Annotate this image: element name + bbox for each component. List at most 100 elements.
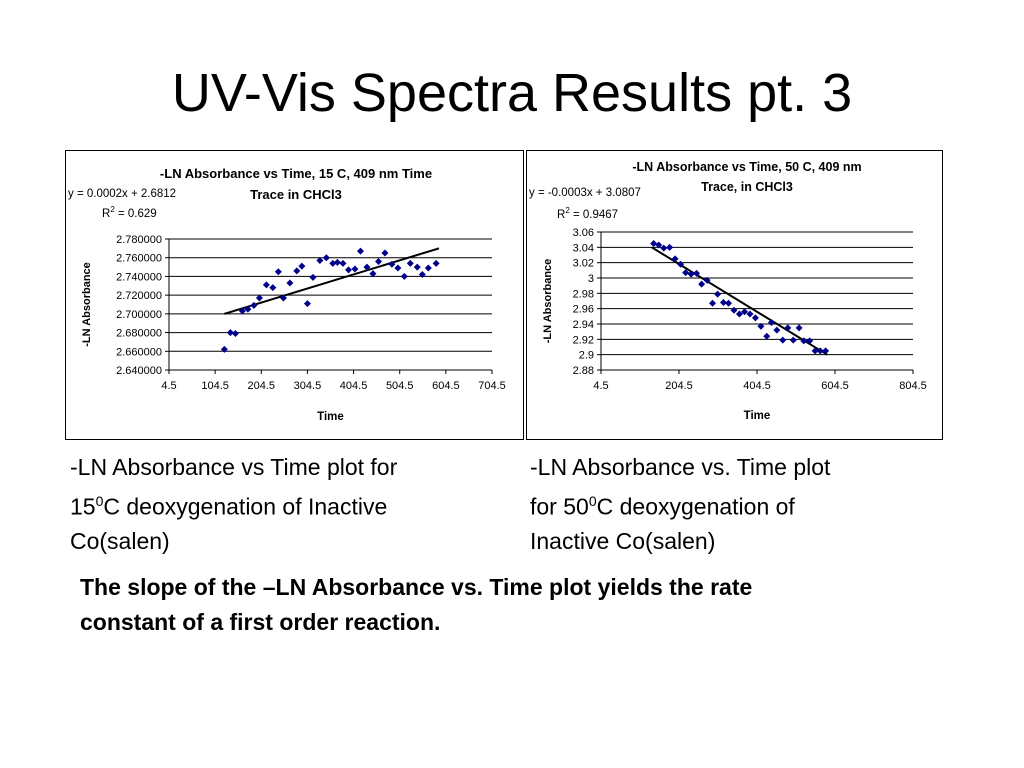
x-tick-label: 604.5 <box>821 380 849 392</box>
data-point <box>650 240 658 247</box>
data-point <box>374 257 382 265</box>
data-point <box>757 322 765 330</box>
data-point <box>322 254 330 262</box>
x-tick-label: 204.5 <box>665 380 693 392</box>
data-point <box>351 265 359 273</box>
x-tick-label: 204.5 <box>248 380 276 392</box>
r2-label: R <box>102 207 111 220</box>
chart-title-line1: -LN Absorbance vs Time, 15 C, 409 nm Tim… <box>159 166 433 181</box>
y-tick-label: 3.04 <box>573 242 594 254</box>
caption-line2: 150C deoxygenation of Inactive <box>70 484 510 524</box>
x-axis-label: Time <box>744 410 771 422</box>
x-tick-label: 704.5 <box>478 380 506 392</box>
y-tick-label: 2.680000 <box>116 328 162 340</box>
data-point <box>789 336 797 344</box>
note-line1: The slope of the –LN Absorbance vs. Time… <box>80 574 753 600</box>
degree-sup: 0 <box>95 493 104 509</box>
data-point <box>255 294 263 302</box>
caption-line1: -LN Absorbance vs Time plot for <box>70 454 398 480</box>
y-tick-label: 2.640000 <box>116 365 162 377</box>
data-point <box>226 329 234 337</box>
data-point <box>687 270 695 278</box>
r-squared: R2 = 0.629 <box>102 205 157 220</box>
data-point <box>413 263 421 271</box>
data-point <box>269 284 277 292</box>
data-point <box>400 272 408 280</box>
trendline-equation: y = 0.0002x + 2.6812 <box>68 188 177 200</box>
y-tick-label: 2.720000 <box>116 290 162 302</box>
data-point <box>719 299 727 307</box>
y-tick-label: 2.660000 <box>116 346 162 358</box>
y-axis-label: -LN Absorbance <box>81 262 93 347</box>
y-tick-label: 3 <box>588 273 594 285</box>
data-point <box>344 266 352 274</box>
r2-value: = 0.629 <box>114 207 157 220</box>
data-point <box>406 259 414 267</box>
data-point <box>725 299 733 307</box>
data-point <box>698 280 706 288</box>
x-tick-label: 804.5 <box>899 380 927 392</box>
data-point <box>655 241 663 249</box>
data-point <box>329 259 337 267</box>
chart-50c: -LN Absorbance vs Time, 50 C, 409 nm Tra… <box>526 150 943 440</box>
chart-svg: 2.640000 2.660000 2.680000 2.700000 2.720000… <box>81 234 506 423</box>
x-axis-label: Time <box>317 411 344 423</box>
trendline <box>224 247 440 315</box>
data-point <box>773 326 781 334</box>
data-point <box>779 336 787 344</box>
r-squared: R2 = 0.9467 <box>557 206 618 221</box>
chart-15c: -LN Absorbance vs Time, 15 C, 409 nm Tim… <box>65 150 524 440</box>
data-point <box>220 345 228 353</box>
data-point <box>418 271 426 279</box>
y-tick-label: 2.92 <box>573 334 594 346</box>
x-tick-label: 304.5 <box>294 380 322 392</box>
caption-rest: C deoxygenation of <box>596 493 795 520</box>
data-point <box>238 307 246 315</box>
caption-line1: -LN Absorbance vs. Time plot <box>530 454 831 480</box>
data-point <box>784 324 792 332</box>
chart-title-line2: Trace in CHCl3 <box>250 187 342 202</box>
data-point <box>394 264 402 272</box>
caption-line3: Inactive Co(salen) <box>530 527 716 554</box>
data-point <box>671 255 679 263</box>
chart-title: -LN Absorbance vs Time, 15 C, 409 nm Tim… <box>106 163 486 205</box>
degree-sup: 0 <box>588 493 597 509</box>
data-point <box>339 259 347 267</box>
slide-title: UV-Vis Spectra Results pt. 3 <box>171 63 853 123</box>
chart-svg: 2.88 2.9 2.92 2.94 2.96 2.98 3 3.02 3.04 3.06 4.5 2… <box>542 227 927 422</box>
data-point <box>730 306 738 314</box>
y-tick-label: 2.700000 <box>116 309 162 321</box>
data-point <box>714 290 722 298</box>
y-tick-label: 2.780000 <box>116 234 162 246</box>
data-point <box>274 268 282 276</box>
y-tick-label: 3.06 <box>573 227 594 239</box>
y-tick-label: 2.94 <box>573 319 594 331</box>
data-point <box>800 337 808 345</box>
data-point <box>677 260 685 268</box>
y-tick-label: 2.98 <box>573 288 594 300</box>
r2-sup: 2 <box>110 205 115 214</box>
x-tick-label: 4.5 <box>593 380 608 392</box>
data-point <box>703 276 711 284</box>
conclusion-note: The slope of the –LN Absorbance vs. Time… <box>80 570 960 640</box>
trendline-equation: y = -0.0003x + 3.0807 <box>529 187 641 199</box>
data-point <box>356 247 364 255</box>
data-point <box>333 258 341 266</box>
data-point <box>735 310 743 318</box>
note-line2: constant of a first order reaction. <box>80 609 441 635</box>
data-point <box>709 299 717 307</box>
data-point <box>303 300 311 308</box>
caption-temp: for 50 <box>530 493 589 520</box>
caption-15c: -LN Absorbance vs Time plot for 150C deo… <box>70 450 510 558</box>
data-point <box>424 264 432 272</box>
data-point <box>822 347 830 355</box>
chart-title: -LN Absorbance vs Time, 50 C, 409 nm Tra… <box>587 157 907 197</box>
chart-title-line2: Trace, in CHCl3 <box>701 180 793 194</box>
data-point <box>746 310 754 318</box>
data-point <box>811 347 819 355</box>
data-point <box>369 270 377 278</box>
y-tick-label: 2.96 <box>573 304 594 316</box>
data-point <box>363 263 371 271</box>
data-point <box>795 324 803 332</box>
data-point <box>693 269 701 277</box>
